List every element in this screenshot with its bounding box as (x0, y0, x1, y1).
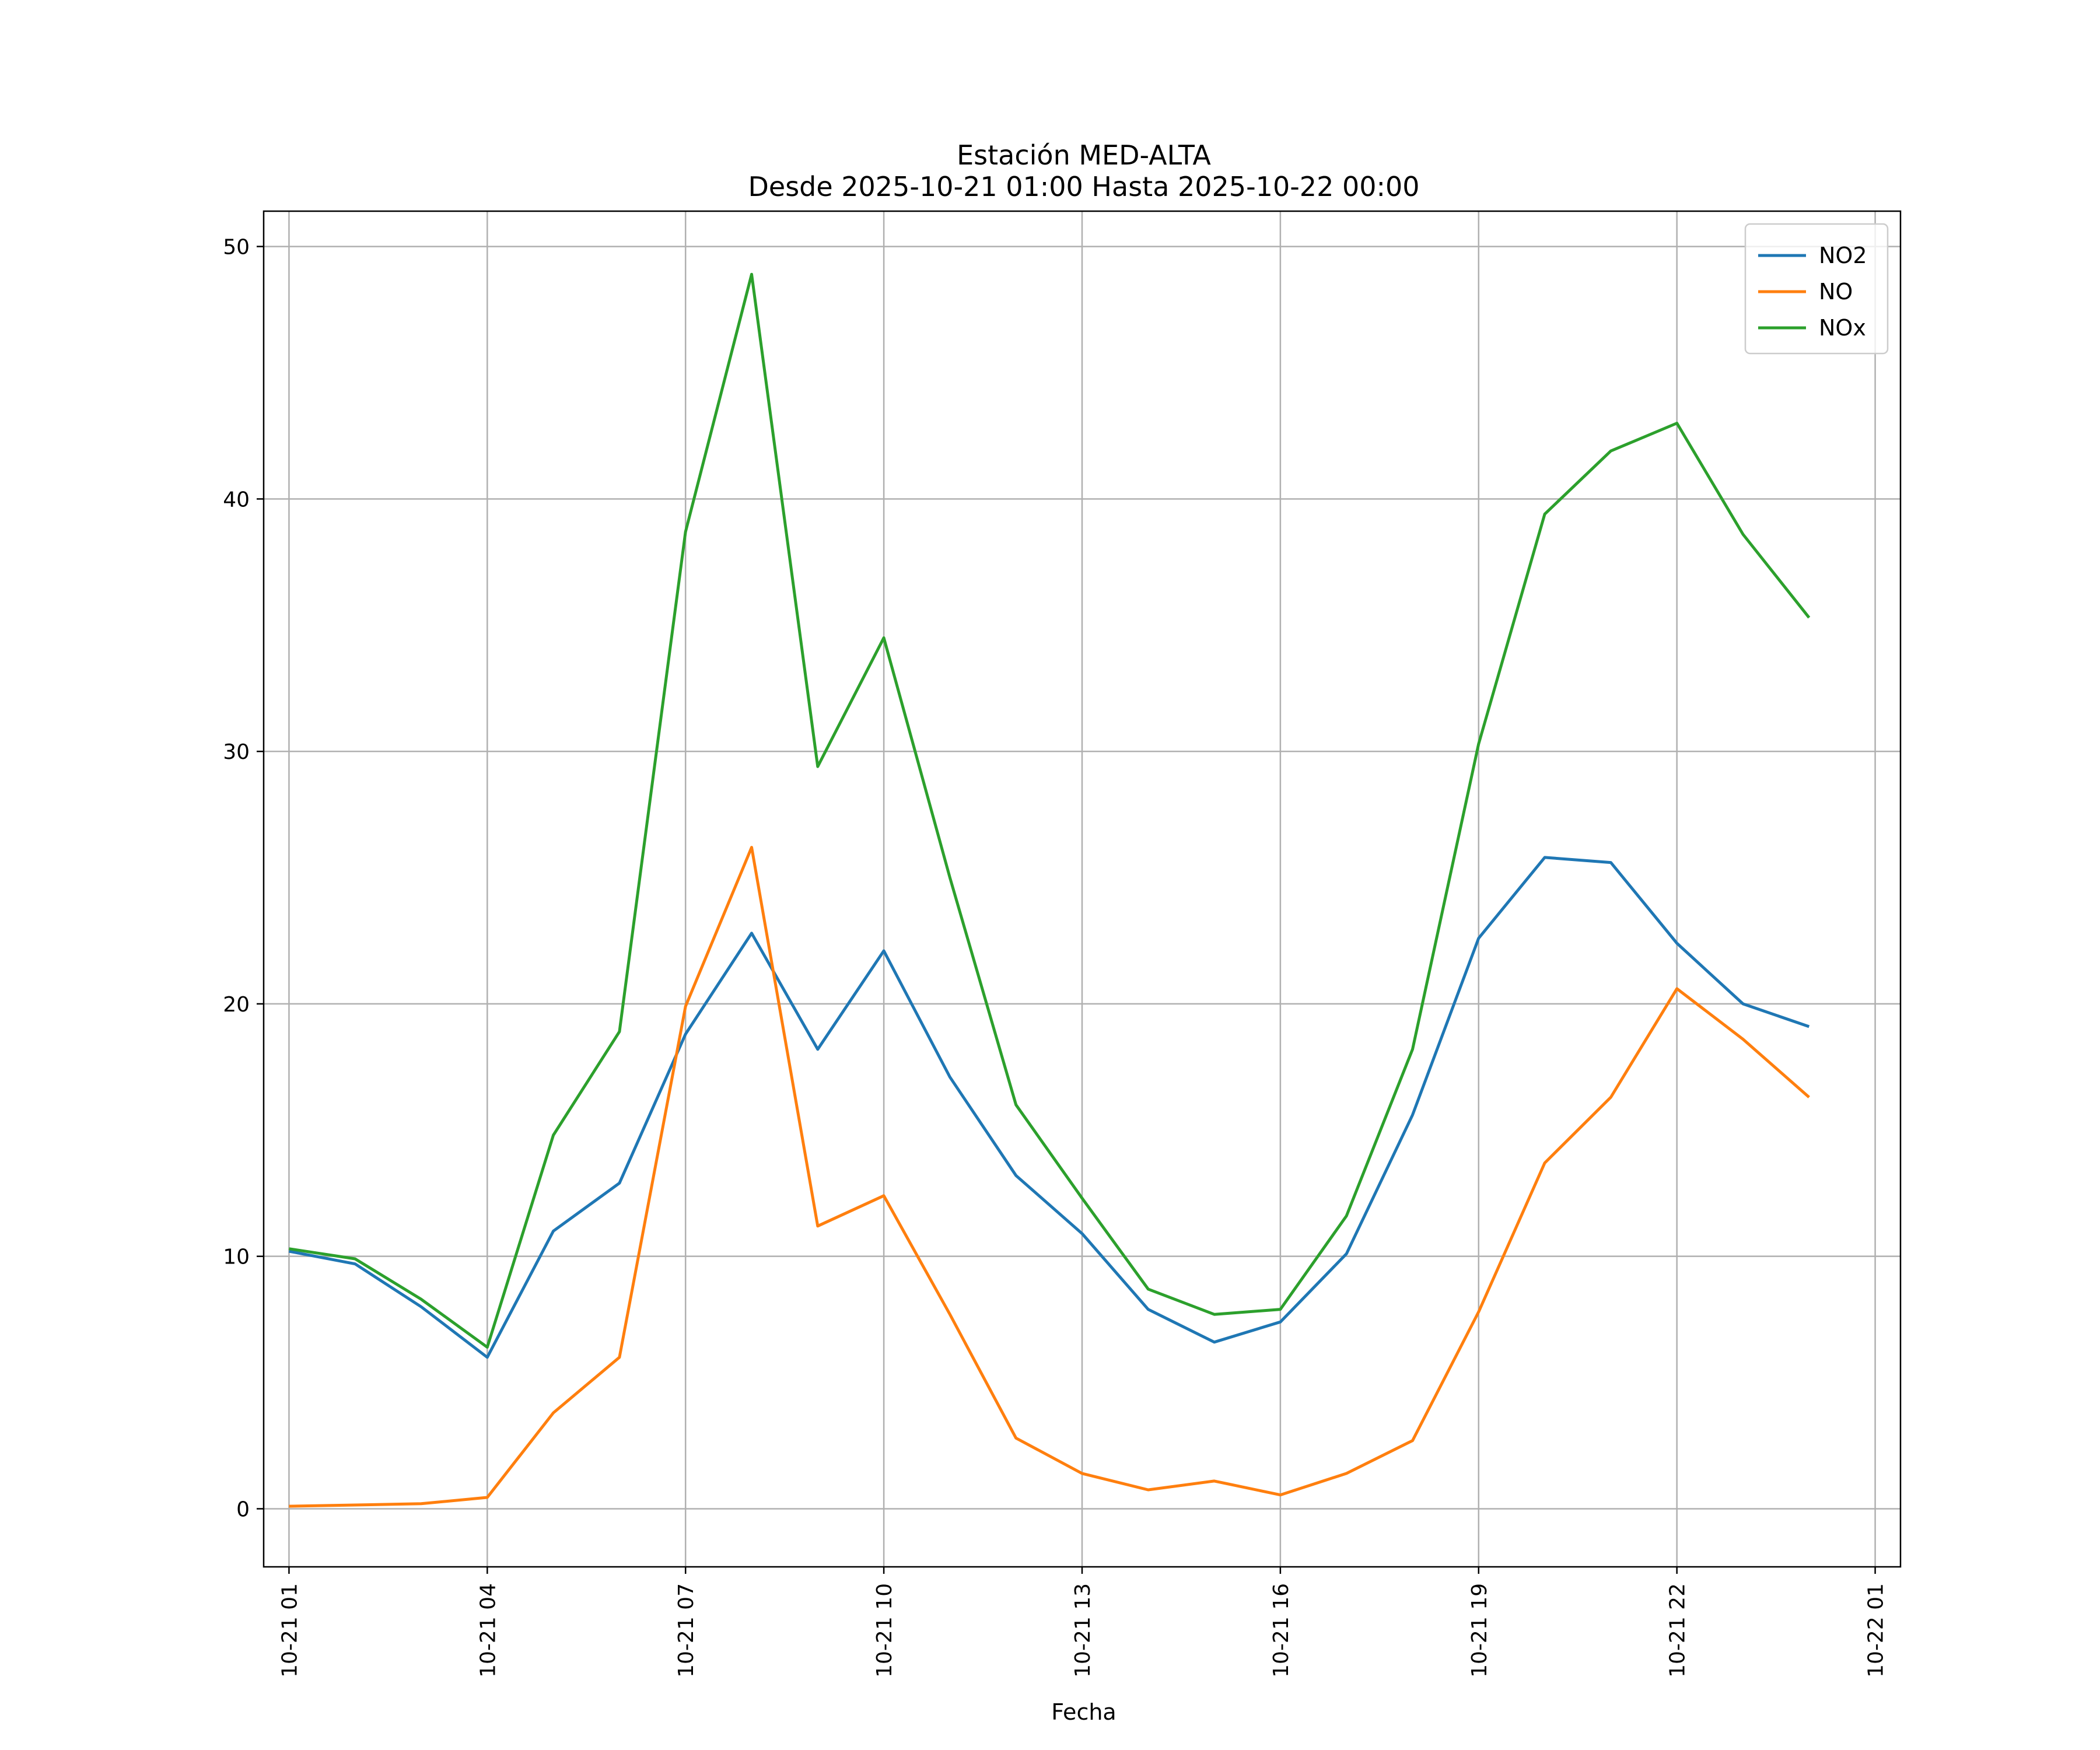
y-tick-label: 40 (223, 488, 250, 512)
series-line-no2 (288, 856, 1810, 1359)
y-tick-label: 0 (236, 1497, 250, 1521)
y-tick-label: 10 (223, 1245, 250, 1269)
x-tick-label: 10-21 01 (278, 1583, 302, 1678)
x-tick-label: 10-22 01 (1864, 1583, 1888, 1678)
x-tick-label: 10-21 07 (674, 1583, 698, 1678)
legend-label-nox: NOx (1819, 315, 1866, 341)
y-tick-label: 30 (223, 740, 250, 764)
x-axis-label: Fecha (1051, 1699, 1116, 1725)
chart-title: Estación MED-ALTA (957, 139, 1211, 171)
x-tick-label: 10-21 19 (1468, 1583, 1492, 1678)
chart-subtitle: Desde 2025-10-21 01:00 Hasta 2025-10-22 … (748, 171, 1419, 202)
y-tick-label: 50 (223, 236, 250, 260)
x-tick-label: 10-21 10 (873, 1583, 897, 1678)
series-line-no (289, 846, 1810, 1508)
series-lines (288, 272, 1811, 1508)
legend-label-no2: NO2 (1819, 243, 1867, 268)
legend-label-no: NO (1819, 279, 1853, 304)
x-tick-label: 10-21 13 (1071, 1583, 1095, 1678)
grid (264, 211, 1901, 1567)
series-line-nox (289, 272, 1811, 1349)
x-tick-label: 10-21 04 (476, 1583, 500, 1678)
legend: NO2 NO NOx (1744, 223, 1889, 355)
x-tick-label: 10-21 16 (1269, 1583, 1293, 1678)
y-tick-label: 20 (223, 993, 250, 1017)
x-tick-label: 10-21 22 (1666, 1583, 1690, 1678)
axis-ticks: 0 10 20 30 40 50 10-21 01 10-21 04 10-21 07 10-21… (223, 236, 1888, 1678)
